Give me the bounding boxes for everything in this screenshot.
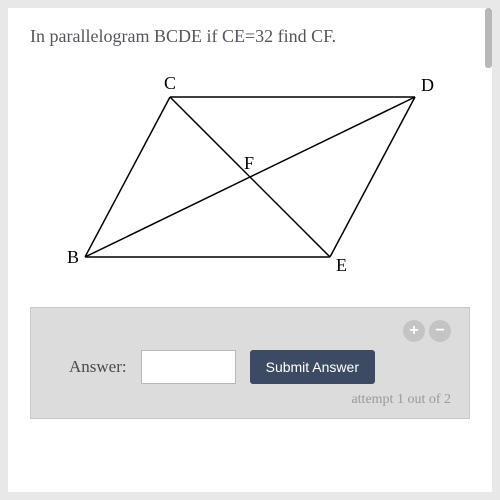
diagram-edges — [85, 97, 415, 257]
question-text: In parallelogram BCDE if CE=32 find CF. — [30, 26, 470, 47]
answer-label: Answer: — [69, 357, 127, 377]
scrollbar[interactable] — [485, 8, 492, 68]
diagram-labels: B C D E F — [67, 73, 434, 275]
zoom-controls: + − — [49, 320, 451, 342]
attempt-text: attempt 1 out of 2 — [49, 392, 451, 408]
plus-icon[interactable]: + — [403, 320, 425, 342]
svg-text:C: C — [164, 73, 176, 93]
submit-button[interactable]: Submit Answer — [250, 350, 375, 384]
minus-icon[interactable]: − — [429, 320, 451, 342]
svg-text:E: E — [336, 255, 347, 275]
svg-text:D: D — [421, 75, 434, 95]
diagram-container: B C D E F — [30, 67, 470, 287]
answer-row: Answer: Submit Answer — [49, 350, 451, 384]
question-card: In parallelogram BCDE if CE=32 find CF. … — [8, 8, 492, 492]
answer-box: + − Answer: Submit Answer attempt 1 out … — [30, 307, 470, 419]
parallelogram-diagram: B C D E F — [60, 67, 440, 287]
svg-text:B: B — [67, 247, 79, 267]
answer-input[interactable] — [141, 350, 236, 384]
svg-text:F: F — [244, 153, 254, 173]
